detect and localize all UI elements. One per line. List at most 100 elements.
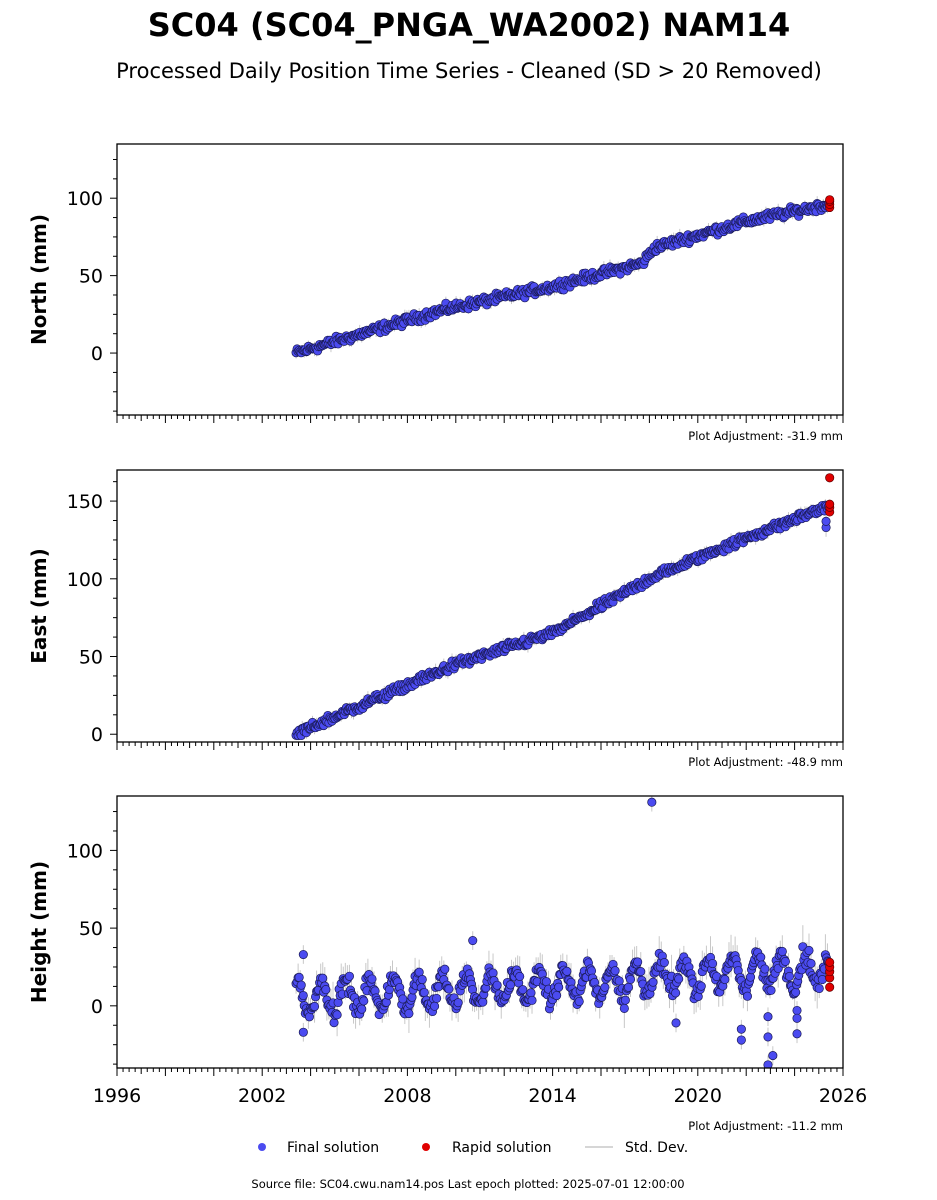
final-point — [526, 988, 536, 998]
chart-title: SC04 (SC04_PNGA_WA2002) NAM14 — [148, 6, 791, 44]
final-point — [332, 1010, 342, 1020]
final-solution-points — [291, 797, 834, 1068]
plot-adjustment-note: Plot Adjustment: -11.2 mm — [688, 1119, 843, 1133]
final-point-outlier — [763, 1060, 773, 1068]
plot-adjustment-note: Plot Adjustment: -31.9 mm — [688, 429, 843, 443]
final-point — [309, 1001, 320, 1012]
final-point — [720, 974, 730, 985]
final-point — [367, 974, 377, 984]
final-point — [419, 987, 429, 998]
final-point — [562, 966, 572, 976]
final-point — [648, 977, 658, 987]
final-point — [600, 982, 610, 992]
final-point — [745, 972, 756, 982]
panel-1: 0 50 100 North (mm) Plot Adjustment: -31.9 m… — [27, 143, 844, 443]
plot-adjustment-note: Plot Adjustment: -48.9 mm — [688, 755, 843, 769]
final-point-outlier — [792, 1029, 802, 1039]
final-point — [620, 995, 630, 1005]
y-tick-label: 150 — [67, 491, 103, 513]
final-point-outlier — [736, 1024, 746, 1034]
x-tick-label: 1996 — [93, 1085, 141, 1107]
y-tick-label: 50 — [79, 647, 103, 669]
final-point-outlier — [298, 1027, 308, 1037]
final-point-outlier — [647, 797, 657, 807]
plot-frame — [116, 795, 844, 1069]
final-point — [329, 1018, 339, 1028]
x-tick-label: 2026 — [819, 1085, 867, 1107]
final-point — [432, 993, 442, 1003]
final-point — [444, 984, 454, 994]
final-point — [766, 985, 776, 995]
rapid-solution-points — [825, 473, 835, 517]
final-point — [817, 975, 827, 985]
y-axis-label: North (mm) — [27, 214, 51, 345]
final-point — [518, 985, 528, 995]
final-point — [791, 987, 801, 997]
rapid-point — [825, 195, 835, 205]
y-tick-label: 0 — [91, 996, 103, 1018]
final-point — [760, 964, 770, 974]
y-axis-label: Height (mm) — [27, 861, 51, 1003]
final-point — [636, 966, 646, 977]
final-point — [696, 981, 706, 991]
final-point — [659, 958, 669, 968]
final-point — [625, 974, 636, 984]
final-point-outlier — [671, 1018, 681, 1028]
final-point — [296, 980, 306, 990]
rapid-point — [825, 957, 835, 967]
chart-subtitle: Processed Daily Position Time Series - C… — [116, 59, 822, 83]
y-tick-label: 50 — [79, 918, 103, 940]
final-point — [780, 956, 790, 967]
x-tick-label: 2014 — [528, 1085, 576, 1107]
legend-rapid-label: Rapid solution — [452, 1140, 552, 1156]
panels: 0 50 100 North (mm) Plot Adjustment: -31.9 m… — [27, 143, 867, 1133]
y-tick-label: 50 — [79, 266, 103, 288]
rapid-point — [825, 473, 835, 483]
final-solution-points — [291, 199, 834, 358]
y-axis-label: East (mm) — [27, 548, 51, 664]
final-point — [505, 980, 516, 990]
final-point — [804, 945, 814, 956]
plot-area — [291, 473, 835, 741]
final-point — [671, 988, 681, 998]
final-point-outlier — [792, 1013, 802, 1023]
final-point — [814, 983, 824, 994]
y-tick-label: 0 — [91, 343, 103, 365]
plot-area — [291, 796, 835, 1068]
final-point — [784, 971, 795, 981]
final-point — [478, 997, 488, 1007]
final-point-outlier — [763, 1032, 773, 1042]
legend-rapid-marker — [422, 1143, 430, 1151]
final-point — [417, 974, 427, 985]
y-tick-label: 100 — [67, 569, 103, 591]
final-point — [357, 1004, 367, 1014]
final-point — [344, 971, 354, 981]
final-point — [430, 1001, 440, 1011]
y-tick-label: 100 — [67, 840, 103, 862]
rapid-point — [825, 499, 835, 509]
final-point — [321, 985, 331, 995]
final-point — [554, 982, 564, 992]
final-point — [633, 957, 643, 967]
rapid-solution-points — [825, 195, 835, 213]
final-point — [515, 971, 525, 981]
final-point — [359, 996, 369, 1006]
final-point — [619, 1003, 629, 1013]
final-point-outlier — [468, 935, 478, 946]
final-point-outlier — [792, 1005, 802, 1016]
final-point — [404, 1008, 414, 1019]
panel-2: 0 50 100 150 East (mm) Plot Adjustment: -48.9… — [27, 469, 844, 769]
x-tick-label: 2008 — [383, 1085, 431, 1107]
final-point — [318, 973, 328, 983]
final-point-outlier — [821, 516, 831, 526]
legend: Final solution Rapid solution Std. Dev. — [258, 1140, 688, 1156]
plot-frame — [116, 469, 844, 743]
y-tick-label: 0 — [91, 724, 103, 746]
final-point — [806, 958, 816, 969]
x-tick-label: 2020 — [674, 1085, 722, 1107]
final-point — [492, 980, 502, 990]
final-point — [398, 994, 408, 1004]
final-point-outlier — [763, 1012, 773, 1022]
final-point — [610, 966, 620, 976]
final-point — [708, 958, 718, 969]
